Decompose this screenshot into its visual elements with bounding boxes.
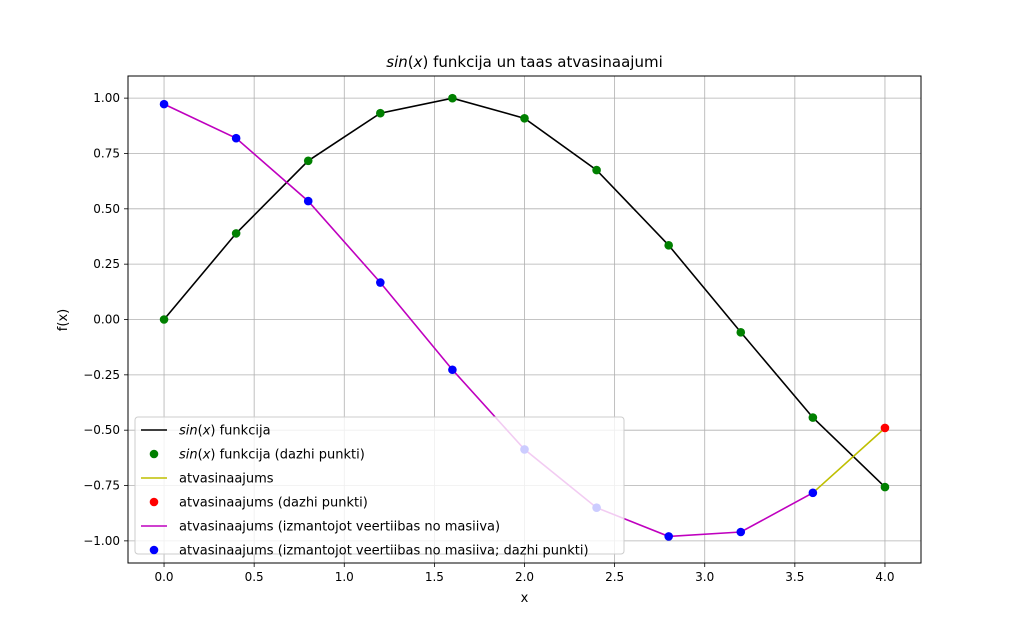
series-point-5: [736, 527, 746, 537]
legend-box: [134, 416, 625, 555]
legend-math-var: x: [202, 424, 211, 439]
x-tick-label: 3.0: [695, 570, 714, 584]
series-point-1: [592, 165, 601, 175]
x-tick-label: 0.0: [154, 570, 173, 584]
x-tick-label: 1.5: [425, 570, 444, 584]
legend-marker-swatch: [149, 449, 159, 459]
legend-label: sin(x) funkcija (dazhi punkti): [179, 448, 365, 463]
series-point-5: [376, 278, 385, 287]
y-tick-label: 0.25: [93, 257, 120, 271]
title-paren-open: (: [408, 53, 414, 71]
series-line-4: [163, 103, 814, 538]
chart-title: sin(x) funkcija un taas atvasinaajumi: [386, 53, 663, 71]
y-tick-label: 0.50: [93, 202, 120, 216]
legend-marker-swatch: [149, 497, 159, 507]
plot-series: [159, 93, 890, 541]
series-point-5: [664, 532, 673, 541]
series-point-1: [520, 113, 529, 123]
y-tick-label: −0.75: [83, 479, 120, 493]
legend-label: atvasinaajums: [179, 472, 274, 487]
legend-rest: ) funkcija (dazhi punkti): [210, 448, 364, 463]
legend-label: sin(x) funkcija: [179, 424, 271, 439]
series-point-5: [231, 133, 241, 143]
x-axis-label: x: [521, 591, 529, 606]
series-point-1: [880, 482, 890, 492]
series-point-5: [808, 488, 818, 498]
x-tick-label: 4.0: [875, 570, 894, 584]
series-point-1: [159, 315, 169, 324]
series-point-1: [303, 156, 313, 166]
y-tick-label: −1.00: [83, 534, 120, 548]
legend-marker-swatch: [149, 545, 159, 555]
title-math-part: sin: [386, 53, 408, 71]
y-tick-label: 0.00: [93, 313, 120, 327]
series-point-5: [448, 365, 457, 375]
legend-label: atvasinaajums (dazhi punkti): [179, 496, 368, 511]
x-tick-label: 0.5: [245, 570, 264, 584]
legend-paren: (: [198, 424, 203, 439]
x-tick-label: 2.0: [515, 570, 534, 584]
legend-label: atvasinaajums (izmantojot veertiibas no …: [179, 520, 500, 535]
series-point-1: [808, 413, 818, 422]
grid: [128, 76, 921, 563]
series-point-5: [159, 99, 169, 109]
title-rest: ) funkcija un taas atvasinaajumi: [423, 53, 663, 71]
y-tick-label: 1.00: [93, 91, 120, 105]
y-axis-label: f(x): [56, 309, 71, 331]
series-point-1: [376, 108, 385, 118]
y-tick-label: −0.50: [83, 423, 120, 437]
legend-math: sin: [179, 424, 198, 439]
series-point-3: [880, 423, 890, 433]
legend-label: atvasinaajums (izmantojot veertiibas no …: [179, 544, 589, 559]
series-point-1: [664, 241, 673, 250]
y-tick-label: −0.25: [83, 368, 120, 382]
x-tick-label: 2.5: [605, 570, 624, 584]
x-tick-label: 1.0: [335, 570, 354, 584]
series-line-2: [812, 427, 886, 494]
legend-rest: ) funkcija: [210, 424, 270, 439]
ticks: 0.0 0.5 1.0 1.5 2.0 2.5 3.0 3.5 4.0 1.00 0.75 0.50 0…: [83, 91, 894, 584]
series-point-5: [303, 196, 313, 206]
title-math-var: x: [413, 53, 423, 71]
legend-paren: (: [198, 448, 203, 463]
y-tick-label: 0.75: [93, 146, 120, 160]
legend-math: sin: [179, 448, 198, 463]
x-tick-label: 3.5: [785, 570, 804, 584]
series-point-1: [231, 229, 241, 238]
series-point-1: [736, 328, 746, 337]
series-point-1: [448, 93, 457, 103]
legend-math-var: x: [202, 448, 211, 463]
